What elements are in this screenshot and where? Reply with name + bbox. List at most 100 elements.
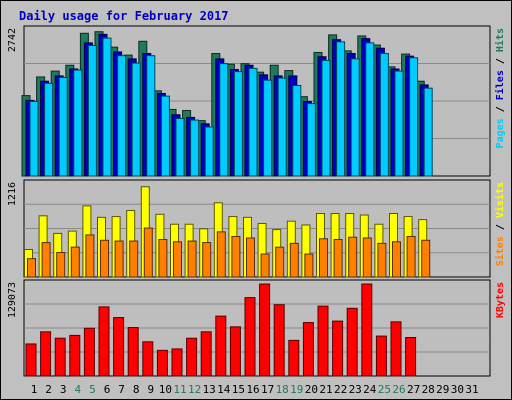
legend-visits: Visits (494, 182, 506, 218)
usage-legend-separator: / (495, 52, 506, 70)
visits-bar-sites-day-2 (41, 242, 51, 278)
legend-pages: Pages (495, 118, 506, 148)
kbytes-bar-kbytes-day-12 (186, 337, 198, 377)
kbytes-bar-kbytes-day-3 (54, 337, 66, 377)
usage-bar-pages-day-11 (175, 117, 185, 177)
day-label-18: 18 (276, 383, 289, 396)
usage-axis-legend: Pages / Files / Hits (494, 28, 506, 148)
usage-bar-pages-day-21 (321, 59, 331, 177)
visits-bar-sites-day-8 (129, 240, 139, 278)
panel-usage: 2742 Pages / Files / Hits (7, 25, 506, 177)
day-label-16: 16 (246, 383, 259, 396)
kbytes-bar-kbytes-day-5 (83, 327, 95, 377)
day-label-7: 7 (118, 383, 125, 396)
visits-bar-sites-day-7 (114, 240, 124, 278)
visits-bar-sites-day-3 (56, 252, 66, 278)
kbytes-bar-kbytes-day-10 (156, 349, 168, 377)
usage-bar-pages-day-28 (423, 87, 433, 177)
legend-files: Files (494, 70, 506, 100)
day-label-28: 28 (422, 383, 435, 396)
visits-bar-sites-day-12 (187, 240, 197, 278)
day-label-30: 30 (451, 383, 464, 396)
kbytes-bar-kbytes-day-14 (215, 315, 227, 377)
usage-bar-pages-day-22 (336, 41, 346, 177)
usage-bar-pages-day-25 (379, 53, 389, 177)
usage-ymax-label: 2742 (7, 28, 18, 52)
day-label-29: 29 (436, 383, 449, 396)
kbytes-bar-kbytes-day-16 (244, 297, 256, 377)
visits-bar-sites-day-1 (27, 258, 36, 278)
day-label-10: 10 (159, 383, 172, 396)
usage-bar-pages-day-5 (87, 45, 97, 177)
usage-bar-pages-day-13 (204, 126, 214, 177)
usage-bar-pages-day-6 (102, 37, 112, 177)
day-label-13: 13 (203, 383, 216, 396)
day-label-4: 4 (74, 383, 81, 396)
usage-bar-pages-day-10 (160, 95, 170, 177)
legend-hits: Hits (494, 28, 506, 52)
visits-bar-sites-day-21 (319, 238, 328, 278)
visits-bar-sites-day-19 (289, 242, 299, 278)
usage-bar-pages-day-24 (365, 42, 375, 177)
day-label-31: 31 (465, 383, 478, 396)
kbytes-bar-kbytes-day-1 (25, 343, 37, 377)
visits-bar-sites-day-15 (231, 235, 241, 278)
usage-bar-pages-day-20 (306, 103, 316, 177)
day-label-12: 12 (188, 383, 201, 396)
day-label-1: 1 (31, 383, 38, 396)
kbytes-bar-kbytes-day-26 (390, 321, 402, 377)
visits-bar-sites-day-6 (100, 239, 109, 278)
kbytes-bar-kbytes-day-4 (69, 334, 81, 377)
day-label-8: 8 (133, 383, 140, 396)
day-label-20: 20 (305, 383, 318, 396)
kbytes-bar-kbytes-day-17 (259, 283, 271, 377)
visits-bar-sites-day-11 (173, 241, 182, 278)
day-label-23: 23 (349, 383, 362, 396)
usage-bar-pages-day-15 (233, 71, 243, 177)
usage-bar-pages-day-14 (219, 63, 229, 177)
kbytes-bar-kbytes-day-13 (200, 331, 212, 377)
day-label-3: 3 (60, 383, 67, 396)
legend-kbytes: KBytes (495, 282, 506, 318)
day-label-14: 14 (217, 383, 231, 396)
visits-bar-sites-day-16 (246, 237, 255, 278)
visits-bar-sites-day-14 (216, 231, 226, 278)
usage-bar-pages-day-26 (394, 70, 404, 177)
kbytes-bar-kbytes-day-18 (273, 304, 285, 377)
visits-bar-sites-day-25 (377, 242, 387, 278)
day-label-17: 17 (261, 383, 274, 396)
visits-axis-legend: Sites / Visits (494, 182, 506, 266)
visits-bar-sites-day-5 (85, 234, 95, 278)
usage-bar-pages-day-8 (131, 62, 141, 177)
kbytes-bar-kbytes-day-11 (171, 348, 183, 377)
usage-bar-pages-day-19 (292, 84, 302, 177)
visits-bar-sites-day-22 (333, 239, 343, 278)
day-label-15: 15 (232, 383, 245, 396)
day-label-9: 9 (147, 383, 154, 396)
day-label-5: 5 (89, 383, 96, 396)
kbytes-bar-kbytes-day-8 (127, 327, 139, 377)
day-label-24: 24 (363, 383, 377, 396)
visits-bar-sites-day-26 (392, 241, 401, 278)
kbytes-bar-kbytes-day-25 (375, 335, 387, 377)
visits-bar-sites-day-24 (362, 237, 372, 278)
kbytes-bar-kbytes-day-21 (317, 305, 329, 377)
usage-legend-separator: / (495, 100, 506, 118)
day-label-27: 27 (407, 383, 420, 396)
usage-bar-pages-day-2 (44, 82, 54, 177)
day-label-21: 21 (319, 383, 332, 396)
visits-bar-sites-day-18 (275, 246, 285, 278)
visits-bar-sites-day-17 (260, 253, 270, 278)
kbytes-bar-kbytes-day-27 (405, 337, 417, 377)
chart-title: Daily usage for February 2017 (19, 9, 229, 23)
day-label-2: 2 (45, 383, 52, 396)
usage-bar-pages-day-7 (117, 55, 127, 177)
visits-bar-sites-day-20 (304, 253, 314, 278)
visits-bar-sites-day-27 (406, 235, 416, 278)
usage-bar-pages-day-3 (58, 76, 68, 177)
day-labels: 1 2 3 4 5 6 7 8 9 10 11 12 13 14 15 16 17 18 19 20 21 22 23 24 2… (31, 383, 479, 396)
visits-bar-sites-day-23 (348, 236, 358, 278)
panel-kbytes: 129073 KBytes (7, 279, 506, 377)
usage-bar-pages-day-27 (409, 57, 419, 177)
